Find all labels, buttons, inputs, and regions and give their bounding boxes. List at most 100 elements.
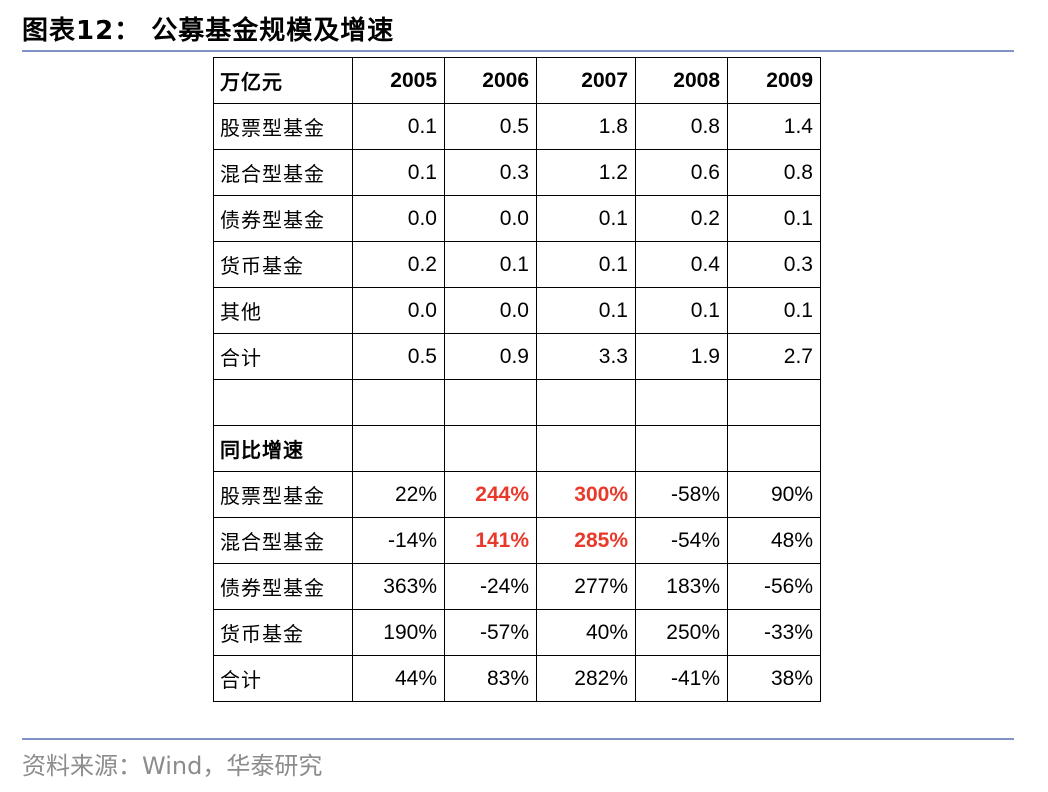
table-cell: -14%	[352, 517, 445, 564]
year-header-2005: 2005	[352, 57, 445, 104]
table-cell: -33%	[727, 609, 821, 656]
empty-cell	[635, 425, 728, 472]
table-cell: 3.3	[536, 333, 636, 380]
unit-label: 万亿元	[213, 57, 353, 104]
empty-cell	[444, 379, 537, 426]
empty-cell	[444, 425, 537, 472]
table-cell: 0.4	[635, 241, 728, 288]
table-cell: 0.6	[635, 149, 728, 196]
table-cell: 0.3	[727, 241, 821, 288]
table-cell: 0.1	[352, 149, 445, 196]
row-label: 混合型基金	[213, 517, 353, 564]
table-cell: 44%	[352, 655, 445, 702]
table-cell: 83%	[444, 655, 537, 702]
table-row: 股票型基金 0.1 0.5 1.8 0.8 1.4	[213, 103, 821, 150]
table-cell: 48%	[727, 517, 821, 564]
empty-cell	[352, 379, 445, 426]
table-cell-highlight: 244%	[444, 471, 537, 518]
table-cell: 363%	[352, 563, 445, 610]
table-cell: 0.1	[444, 241, 537, 288]
table-cell: 1.2	[536, 149, 636, 196]
year-header-2007: 2007	[536, 57, 636, 104]
table-cell: -24%	[444, 563, 537, 610]
table-cell: 250%	[635, 609, 728, 656]
table-cell: 0.2	[352, 241, 445, 288]
empty-cell	[352, 425, 445, 472]
empty-cell	[727, 379, 821, 426]
table-cell: 0.0	[352, 195, 445, 242]
table-cell: 0.5	[444, 103, 537, 150]
empty-cell	[536, 379, 636, 426]
fund-scale-table: 万亿元 2005 2006 2007 2008 2009 股票型基金 0.1 0…	[213, 57, 821, 702]
growth-section-label: 同比增速	[213, 425, 353, 472]
table-row: 货币基金 0.2 0.1 0.1 0.4 0.3	[213, 241, 821, 288]
table-cell: -41%	[635, 655, 728, 702]
table-cell: 0.3	[444, 149, 537, 196]
source-divider	[22, 738, 1014, 740]
empty-cell	[727, 425, 821, 472]
row-label: 合计	[213, 333, 353, 380]
row-label: 合计	[213, 655, 353, 702]
table-cell: 40%	[536, 609, 636, 656]
year-header-2006: 2006	[444, 57, 537, 104]
table-cell: 1.4	[727, 103, 821, 150]
table-cell: 0.8	[635, 103, 728, 150]
table-row: 股票型基金 22% 244% 300% -58% 90%	[213, 471, 821, 518]
table-cell: 190%	[352, 609, 445, 656]
year-header-2009: 2009	[727, 57, 821, 104]
table-cell: 1.8	[536, 103, 636, 150]
table-cell: 22%	[352, 471, 445, 518]
year-header-2008: 2008	[635, 57, 728, 104]
blank-row	[213, 379, 821, 426]
source-note: 资料来源：Wind，华泰研究	[22, 752, 323, 780]
table-cell: 282%	[536, 655, 636, 702]
row-label: 股票型基金	[213, 471, 353, 518]
table-cell-highlight: 300%	[536, 471, 636, 518]
table-row: 其他 0.0 0.0 0.1 0.1 0.1	[213, 287, 821, 334]
table-row: 混合型基金 0.1 0.3 1.2 0.6 0.8	[213, 149, 821, 196]
figure-title: 图表12： 公募基金规模及增速	[22, 16, 395, 46]
table-row: 合计 44% 83% 282% -41% 38%	[213, 655, 821, 702]
table-cell: 0.1	[727, 287, 821, 334]
row-label: 其他	[213, 287, 353, 334]
row-label: 货币基金	[213, 609, 353, 656]
growth-header-row: 同比增速	[213, 425, 821, 472]
table-cell: 0.1	[536, 195, 636, 242]
table-row: 货币基金 190% -57% 40% 250% -33%	[213, 609, 821, 656]
table-cell: 0.5	[352, 333, 445, 380]
table-cell: 0.9	[444, 333, 537, 380]
scale-header-row: 万亿元 2005 2006 2007 2008 2009	[213, 57, 821, 104]
table-cell: 0.1	[727, 195, 821, 242]
table-cell: 0.0	[444, 195, 537, 242]
table-row: 债券型基金 0.0 0.0 0.1 0.2 0.1	[213, 195, 821, 242]
table-cell: 183%	[635, 563, 728, 610]
row-label: 货币基金	[213, 241, 353, 288]
table-cell: 0.1	[536, 287, 636, 334]
table-cell: 277%	[536, 563, 636, 610]
row-label: 债券型基金	[213, 195, 353, 242]
title-divider	[22, 50, 1014, 52]
empty-cell	[536, 425, 636, 472]
table-cell: 0.0	[444, 287, 537, 334]
empty-cell	[213, 379, 353, 426]
table-cell: -58%	[635, 471, 728, 518]
table-row: 债券型基金 363% -24% 277% 183% -56%	[213, 563, 821, 610]
table-cell: 0.1	[635, 287, 728, 334]
table-cell: 0.0	[352, 287, 445, 334]
table-cell: 0.2	[635, 195, 728, 242]
table-cell: 2.7	[727, 333, 821, 380]
row-label: 债券型基金	[213, 563, 353, 610]
table-cell: 0.8	[727, 149, 821, 196]
table-row: 合计 0.5 0.9 3.3 1.9 2.7	[213, 333, 821, 380]
table-cell-highlight: 141%	[444, 517, 537, 564]
table-row: 混合型基金 -14% 141% 285% -54% 48%	[213, 517, 821, 564]
table-cell: 38%	[727, 655, 821, 702]
table-cell: 90%	[727, 471, 821, 518]
table-cell: -56%	[727, 563, 821, 610]
table-cell: 1.9	[635, 333, 728, 380]
table-cell: 0.1	[536, 241, 636, 288]
table-cell-highlight: 285%	[536, 517, 636, 564]
row-label: 混合型基金	[213, 149, 353, 196]
table-cell: -54%	[635, 517, 728, 564]
table-cell: 0.1	[352, 103, 445, 150]
